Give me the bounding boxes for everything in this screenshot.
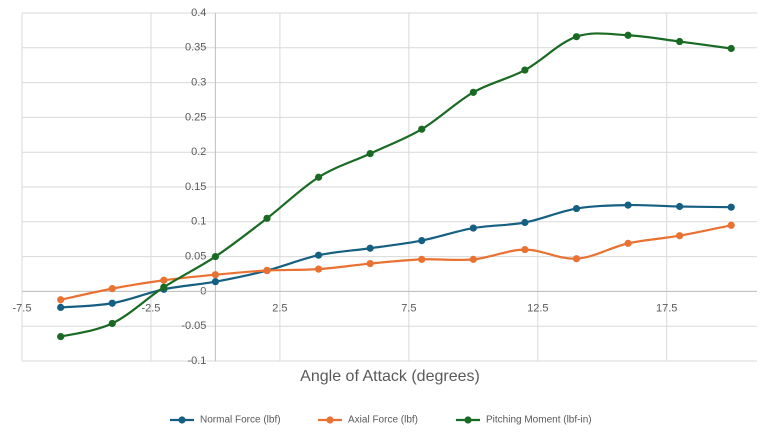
x-tick-label: 17.5: [656, 302, 677, 314]
x-tick-label: 12.5: [527, 302, 548, 314]
data-point: [624, 201, 632, 209]
data-point: [521, 246, 529, 254]
data-point: [727, 44, 735, 53]
y-tick-label: 0.1: [191, 216, 206, 228]
y-tick-label: -0.1: [187, 355, 206, 367]
data-point: [263, 266, 271, 275]
y-tick-label: 0.3: [191, 77, 206, 89]
x-tick-label: -7.5: [13, 302, 32, 314]
data-point: [469, 224, 477, 232]
data-point: [624, 31, 632, 39]
legend-marker: [178, 416, 186, 424]
y-tick-label: 0.4: [191, 7, 206, 19]
data-point: [314, 251, 323, 259]
y-tick-label: 0.2: [191, 146, 206, 158]
legend-marker: [464, 416, 472, 424]
data-point: [418, 255, 426, 263]
data-point: [469, 88, 477, 96]
data-point: [366, 149, 374, 158]
data-point: [314, 265, 323, 273]
data-point: [727, 203, 735, 211]
data-point: [160, 283, 168, 291]
data-point: [572, 33, 581, 41]
legend-label: Normal Force (lbf): [200, 415, 281, 426]
data-point: [418, 236, 426, 245]
data-point: [469, 255, 477, 263]
x-tick-label: 2.5: [272, 302, 287, 314]
data-point: [521, 218, 529, 227]
data-point: [572, 204, 581, 213]
data-point: [108, 319, 116, 328]
data-point: [108, 285, 116, 293]
data-point: [263, 214, 271, 222]
y-tick-label: -0.05: [181, 320, 206, 332]
data-point: [727, 221, 735, 229]
legend-marker: [326, 416, 334, 424]
y-tick-label: 0.15: [185, 181, 206, 193]
data-point: [57, 296, 65, 304]
data-point: [211, 253, 220, 261]
y-tick-label: 0.25: [185, 111, 206, 123]
data-point: [211, 278, 220, 286]
y-tick-label: 0.05: [185, 251, 206, 263]
legend-label: Pitching Moment (lbf-in): [486, 415, 592, 426]
data-point: [521, 66, 529, 74]
series-line: [60, 203, 732, 309]
data-point: [108, 299, 116, 307]
x-tick-label: 7.5: [401, 302, 416, 314]
data-point: [366, 244, 374, 252]
y-tick-label: 0.35: [185, 42, 206, 54]
legend-label: Axial Force (lbf): [348, 415, 418, 426]
data-point: [314, 173, 323, 181]
series-line: [60, 32, 732, 338]
x-tick-label: -2.5: [141, 302, 160, 314]
data-point: [366, 259, 374, 268]
data-point: [624, 239, 632, 247]
data-point: [211, 271, 220, 279]
data-point: [572, 255, 581, 263]
data-point: [160, 276, 168, 284]
data-point: [57, 303, 65, 312]
series-line: [60, 224, 732, 301]
data-point: [57, 333, 65, 341]
data-point: [418, 125, 426, 133]
x-axis-title: Angle of Attack (degrees): [300, 368, 480, 385]
data-point: [676, 202, 684, 211]
data-point: [676, 232, 684, 240]
data-point: [676, 37, 684, 46]
